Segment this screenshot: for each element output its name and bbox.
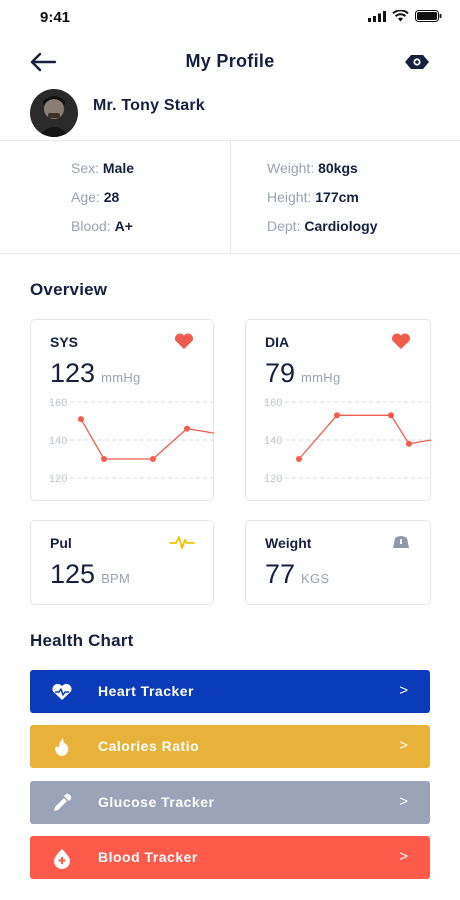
- health-chart-title: Health Chart: [30, 631, 134, 650]
- info-age-label: Age:: [71, 189, 100, 205]
- sys-number: 123: [50, 358, 96, 388]
- sys-value: 123 mmHg: [50, 358, 141, 389]
- status-time: 9:41: [40, 9, 71, 26]
- heart-tracker-label: Heart Tracker: [98, 683, 195, 699]
- header: My Profile: [0, 40, 460, 84]
- info-blood-label: Blood:: [71, 218, 111, 234]
- glucose-tracker-button[interactable]: Glucose Tracker >: [30, 781, 430, 824]
- chevron-right-icon: >: [399, 793, 408, 810]
- info-dept-label: Dept:: [267, 218, 301, 234]
- glucose-tracker-label: Glucose Tracker: [98, 794, 215, 810]
- dia-unit: mmHg: [301, 370, 341, 385]
- scale-icon: [393, 536, 409, 548]
- info-panel: Sex: Male Age: 28 Blood: A+ Weight: 80kg…: [0, 140, 460, 254]
- dia-chart-series-line: [298, 414, 431, 460]
- blood-tracker-button[interactable]: Blood Tracker >: [30, 836, 430, 879]
- chevron-right-icon: >: [399, 682, 408, 699]
- sys-card[interactable]: SYS 123 mmHg 160 140 120: [30, 319, 214, 501]
- flame-icon: [55, 738, 69, 756]
- dia-chart-tick-label: 140: [264, 435, 282, 447]
- avatar-image: [30, 89, 78, 137]
- dia-chart: 160 140 120: [264, 397, 431, 485]
- signal-icon: [368, 10, 386, 22]
- dia-chart-point: [334, 412, 340, 419]
- pul-number: 125: [50, 559, 96, 589]
- info-sex-label: Sex:: [71, 160, 100, 176]
- pul-unit: BPM: [101, 571, 131, 586]
- info-blood: Blood: A+: [71, 218, 133, 234]
- weight-unit: KGS: [301, 571, 330, 586]
- pul-card[interactable]: Pul 125 BPM: [30, 520, 214, 605]
- overview-title: Overview: [30, 280, 108, 299]
- calories-ratio-label: Calories Ratio: [98, 738, 200, 754]
- info-blood-value: A+: [114, 218, 133, 234]
- weight-number: 77: [265, 559, 296, 589]
- dia-card[interactable]: DIA 79 mmHg 160 140 120: [245, 319, 431, 501]
- dia-chart-point: [406, 440, 412, 447]
- sys-chart-series-line: [80, 418, 214, 460]
- info-sex: Sex: Male: [71, 160, 134, 176]
- dia-chart-point: [296, 456, 302, 462]
- heart-icon: [391, 333, 411, 349]
- dia-chart-tick-label: 120: [264, 473, 282, 485]
- heart-pulse-icon: [52, 683, 72, 700]
- back-button[interactable]: [28, 50, 58, 74]
- status-icons: [368, 10, 442, 22]
- pulse-icon: [169, 536, 195, 549]
- dropper-icon: [54, 793, 72, 811]
- info-weight-label: Weight:: [267, 160, 315, 176]
- sys-chart-tick-label: 120: [49, 473, 67, 485]
- battery-icon: [415, 10, 442, 22]
- sys-chart-point: [101, 456, 107, 462]
- status-bar: 9:41: [0, 0, 460, 34]
- info-weight: Weight: 80kgs: [267, 160, 358, 176]
- info-age: Age: 28: [71, 189, 119, 205]
- arrow-left-icon: [30, 52, 57, 72]
- dia-label: DIA: [265, 334, 290, 350]
- pul-label: Pul: [50, 535, 72, 551]
- dia-chart-tick-label: 160: [264, 397, 282, 409]
- sys-chart-point: [184, 425, 190, 432]
- info-dept-value: Cardiology: [304, 218, 378, 234]
- dia-chart-point: [388, 412, 394, 419]
- sys-chart-point: [78, 416, 84, 423]
- info-sex-value: Male: [102, 160, 135, 176]
- info-weight-value: 80kgs: [318, 160, 358, 176]
- info-height-value: 177cm: [315, 189, 359, 205]
- eye-icon: [405, 55, 429, 69]
- pul-value: 125 BPM: [50, 559, 130, 590]
- blood-drop-icon: [54, 849, 70, 869]
- sys-label: SYS: [50, 334, 79, 350]
- profile-row: Mr. Tony Stark: [0, 88, 460, 140]
- info-dept: Dept: Cardiology: [267, 218, 377, 234]
- chevron-right-icon: >: [399, 848, 408, 865]
- weight-value: 77 KGS: [265, 559, 329, 590]
- sys-unit: mmHg: [101, 370, 141, 385]
- calories-ratio-button[interactable]: Calories Ratio >: [30, 725, 430, 768]
- page-title: My Profile: [185, 51, 275, 71]
- sys-chart: 160 140 120: [49, 397, 214, 485]
- dia-number: 79: [265, 358, 296, 388]
- info-divider: [230, 141, 231, 254]
- sys-chart-point: [150, 456, 156, 462]
- info-height-label: Height:: [267, 189, 312, 205]
- heart-tracker-button[interactable]: Heart Tracker >: [30, 670, 430, 713]
- dia-value: 79 mmHg: [265, 358, 341, 389]
- wifi-icon: [392, 10, 409, 22]
- sys-chart-tick-label: 160: [49, 397, 67, 409]
- weight-label: Weight: [265, 535, 312, 551]
- heart-icon: [174, 333, 194, 349]
- info-age-value: 28: [103, 189, 120, 205]
- view-button[interactable]: [404, 52, 430, 72]
- sys-chart-tick-label: 140: [49, 435, 67, 447]
- user-name: Mr. Tony Stark: [93, 97, 205, 114]
- info-height: Height: 177cm: [267, 189, 359, 205]
- blood-tracker-label: Blood Tracker: [98, 849, 198, 865]
- avatar[interactable]: [30, 89, 78, 137]
- chevron-right-icon: >: [399, 737, 408, 754]
- weight-card[interactable]: Weight 77 KGS: [245, 520, 431, 605]
